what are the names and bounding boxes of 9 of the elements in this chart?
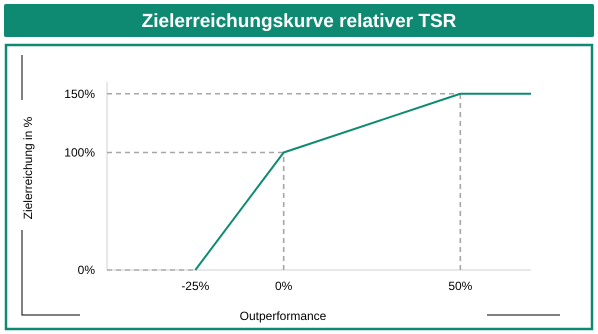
- x-tick-label: 0%: [274, 279, 293, 293]
- x-tick-label: -25%: [181, 279, 210, 293]
- chart-title: Zielerreichungskurve relativer TSR: [142, 11, 457, 32]
- x-axis-title: Outperformance: [240, 309, 327, 323]
- y-tick-label: 0%: [78, 263, 96, 278]
- x-tick-label: 50%: [448, 279, 473, 293]
- y-tick-label: 100%: [64, 146, 96, 160]
- y-tick-label: 150%: [64, 86, 96, 101]
- y-axis-title: Zielerreichung in %: [21, 116, 35, 220]
